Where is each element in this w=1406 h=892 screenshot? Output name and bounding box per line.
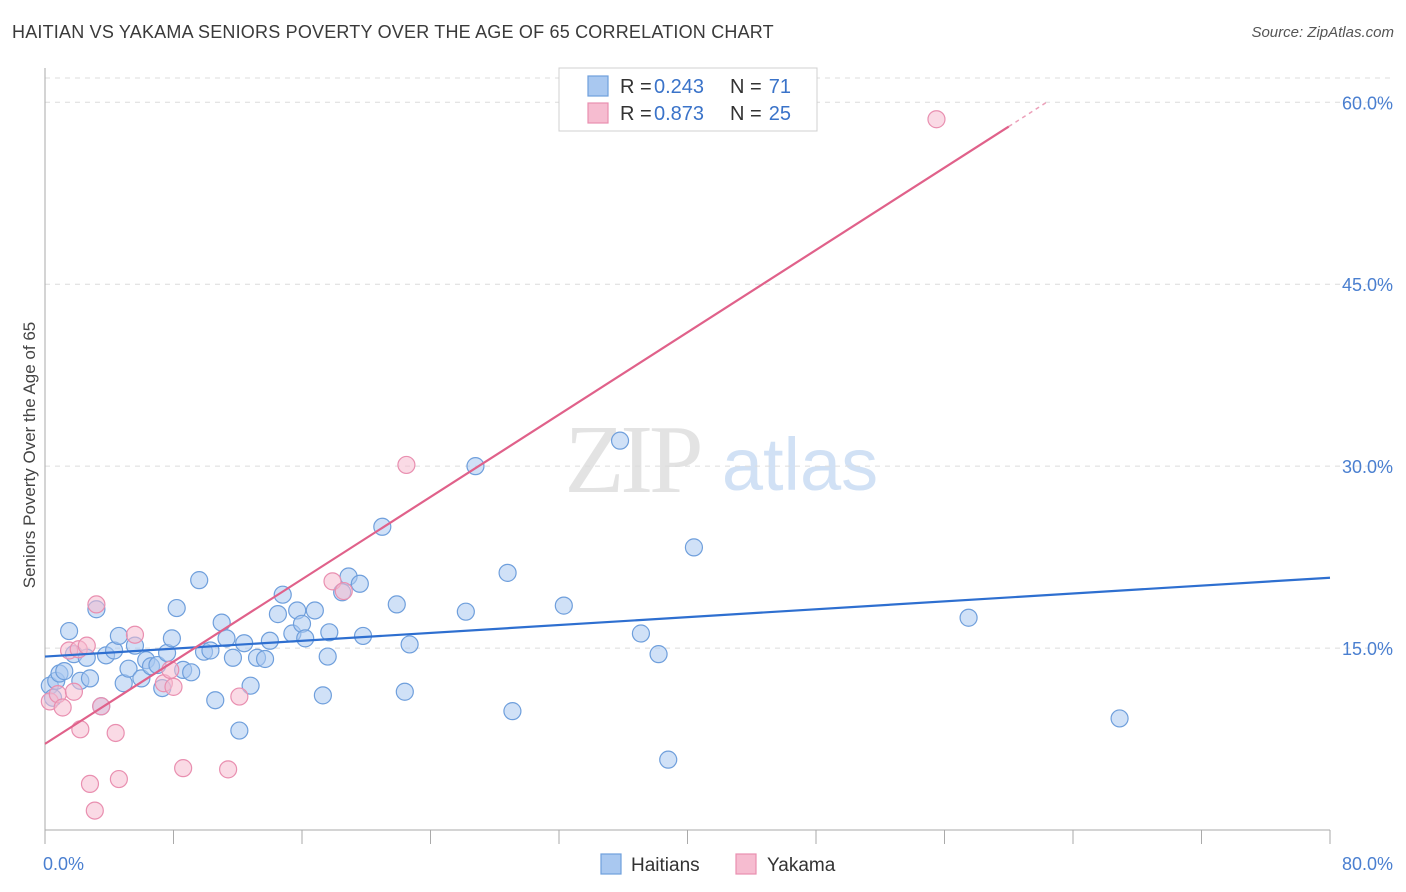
legend-yakama-r-label: R = [620,103,652,125]
data-points [40,110,1129,820]
legend-haitians-r-label: R = [620,76,652,98]
haitians-point [59,621,79,641]
yakama-point [164,677,183,696]
yakama-point [174,759,193,778]
haitians-point [109,626,128,646]
yakama-point [334,581,353,601]
haitians-point [55,662,74,681]
yakama-point [109,769,128,789]
haitians-point [268,605,288,624]
legend-bottom-haitians-swatch [600,853,622,875]
haitians-point [212,613,231,632]
yakama-trend-extension [1008,100,1050,128]
legend-yakama-r-value: 0.873 [654,103,704,125]
haitians-point [241,676,260,695]
watermark-atlas: atlas [722,423,878,506]
yakama-point [125,625,145,644]
watermark-zip: ZIP [565,406,700,514]
haitians-point [223,648,243,667]
tick-labels: 15.0% 30.0% 45.0% 60.0% 0.0% 80.0% [43,93,1393,874]
yakama-point [230,687,249,706]
yakama-point [71,720,90,739]
legend-yakama-n-label: N = [730,103,762,125]
yakama-point [87,595,106,614]
haitians-point [296,629,315,648]
x-tick-label: 80.0% [1342,854,1393,874]
yakama-point [85,801,104,820]
y-tick-label: 30.0% [1342,457,1393,477]
yakama-point [397,455,416,475]
haitians-point [350,574,369,593]
yakama-point [53,698,72,717]
x-tick-label: 0.0% [43,854,84,874]
legend-bottom: Haitians Yakama [600,853,836,876]
legend-bottom-yakama-swatch [735,853,757,875]
haitians-point [190,571,209,590]
haitians-point [554,596,573,615]
haitians-point [395,682,414,701]
yakama-point [219,760,238,779]
haitians-point [119,659,138,678]
gridlines [45,77,1392,649]
haitians-point [313,686,332,705]
haitians-point [167,598,186,618]
haitians-point [318,647,337,666]
legend-yakama-swatch [587,102,609,124]
haitians-point [305,601,324,620]
haitians-point [498,563,517,582]
yakama-point [106,723,125,743]
yakama-point [80,774,100,794]
haitians-point [255,649,275,669]
source-credit: Source: ZipAtlas.com [1251,24,1394,41]
haitians-point [132,669,151,688]
yakama-point [77,636,96,655]
haitians-point [631,624,651,643]
legend-haitians-swatch [587,75,609,97]
yakama-point [927,110,946,129]
legend-bottom-yakama-label: Yakama [767,855,836,876]
chart-title: HAITIAN VS YAKAMA SENIORS POVERTY OVER T… [12,22,774,42]
haitians-point [320,623,339,642]
haitians-point [400,635,419,654]
haitians-point [659,750,678,769]
haitians-point [206,691,225,710]
haitians-point [230,721,249,740]
y-tick-label: 15.0% [1342,639,1393,659]
haitians-trend-line [44,576,1331,658]
trend-lines [44,100,1331,745]
legend-haitians-n-value: 71 [769,76,791,98]
haitians-point [1110,709,1129,728]
haitians-point [610,431,630,450]
y-tick-label: 45.0% [1342,275,1393,295]
legend-yakama-n-value: 25 [769,103,791,125]
haitians-point [260,631,279,650]
legend-haitians-r-value: 0.243 [654,76,704,98]
haitians-point [456,602,475,621]
haitians-point [201,641,220,660]
haitians-point [162,629,181,648]
y-tick-label: 60.0% [1342,93,1393,113]
haitians-point [273,585,292,604]
legend-top: R = 0.243 N = 71 R = 0.873 N = 25 [558,67,818,132]
legend-bottom-haitians-label: Haitians [631,855,700,876]
haitians-point [80,669,100,688]
haitians-point [217,629,236,648]
haitians-point [182,663,201,682]
legend-haitians-n-label: N = [730,76,762,98]
haitians-point [503,702,522,721]
yakama-trend-line [44,125,1010,745]
haitians-point [387,595,406,614]
yakama-point [64,682,84,701]
haitians-point [959,608,978,627]
haitians-point [684,538,704,557]
haitians-point [649,645,668,664]
